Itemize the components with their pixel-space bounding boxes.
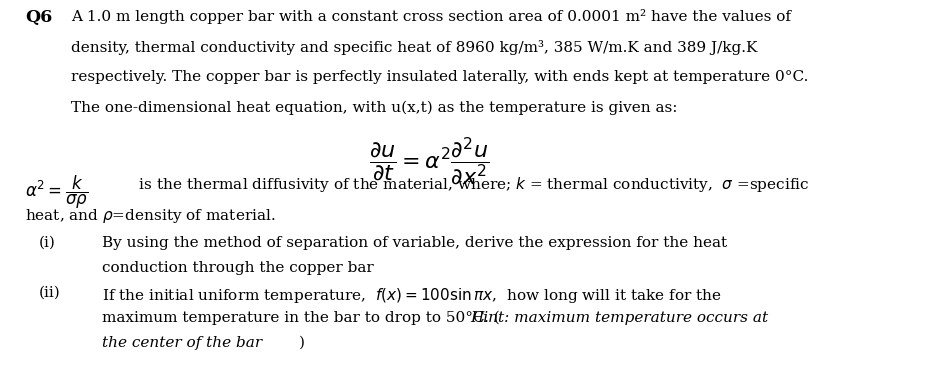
Text: ): )	[299, 336, 305, 350]
Text: The one-dimensional heat equation, with u(x,t) as the temperature is given as:: The one-dimensional heat equation, with …	[72, 100, 678, 115]
Text: (ii): (ii)	[39, 286, 61, 300]
Text: A 1.0 m length copper bar with a constant cross section area of 0.0001 m² have t: A 1.0 m length copper bar with a constan…	[72, 9, 791, 24]
Text: By using the method of separation of variable, derive the expression for the hea: By using the method of separation of var…	[103, 236, 727, 250]
Text: is the thermal diffusivity of the material, where; $k$ = thermal conductivity,  : is the thermal diffusivity of the materi…	[134, 175, 809, 194]
Text: respectively. The copper bar is perfectly insulated laterally, with ends kept at: respectively. The copper bar is perfectl…	[72, 70, 809, 84]
Text: conduction through the copper bar: conduction through the copper bar	[103, 261, 374, 275]
Text: If the initial uniform temperature,  $f(x)=100\sin \pi x$,  how long will it tak: If the initial uniform temperature, $f(x…	[103, 286, 722, 305]
Text: $\dfrac{\partial u}{\partial t} = \alpha^2 \dfrac{\partial^2 u}{\partial x^2}$: $\dfrac{\partial u}{\partial t} = \alpha…	[369, 135, 489, 188]
Text: heat, and $\rho$=density of material.: heat, and $\rho$=density of material.	[25, 207, 276, 225]
Text: Hint: maximum temperature occurs at: Hint: maximum temperature occurs at	[470, 311, 768, 325]
Text: maximum temperature in the bar to drop to 50°C. (: maximum temperature in the bar to drop t…	[103, 311, 500, 325]
Text: (i): (i)	[39, 236, 56, 250]
Text: the center of the bar: the center of the bar	[103, 336, 263, 350]
Text: $\alpha^2 = \dfrac{k}{\sigma\rho}$: $\alpha^2 = \dfrac{k}{\sigma\rho}$	[25, 174, 89, 211]
Text: density, thermal conductivity and specific heat of 8960 kg/m³, 385 W/m.K and 389: density, thermal conductivity and specif…	[72, 40, 758, 55]
Text: Q6: Q6	[25, 9, 52, 26]
